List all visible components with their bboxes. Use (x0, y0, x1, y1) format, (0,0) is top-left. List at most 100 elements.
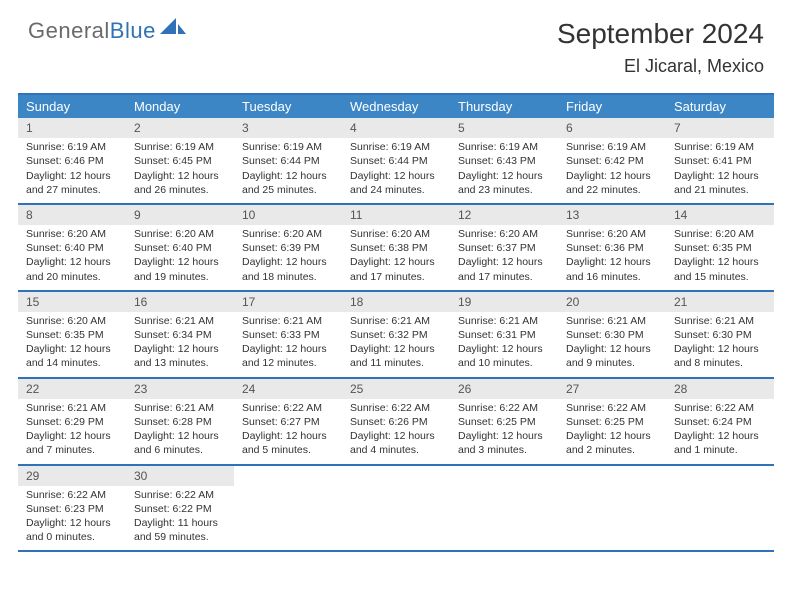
day-line-d1: Daylight: 12 hours (674, 255, 768, 269)
day-line-d2: and 21 minutes. (674, 183, 768, 197)
day-line-d2: and 9 minutes. (566, 356, 660, 370)
day-number: 1 (18, 118, 126, 138)
day-cell-blank (342, 466, 450, 551)
day-body: Sunrise: 6:19 AMSunset: 6:45 PMDaylight:… (126, 138, 234, 203)
day-body: Sunrise: 6:20 AMSunset: 6:39 PMDaylight:… (234, 225, 342, 290)
brand-logo: GeneralBlue (28, 18, 186, 44)
day-line-ss: Sunset: 6:42 PM (566, 154, 660, 168)
day-line-d2: and 19 minutes. (134, 270, 228, 284)
day-line-sr: Sunrise: 6:19 AM (26, 140, 120, 154)
day-number: 7 (666, 118, 774, 138)
day-line-sr: Sunrise: 6:19 AM (350, 140, 444, 154)
day-number (558, 466, 666, 486)
day-line-d2: and 13 minutes. (134, 356, 228, 370)
day-line-d1: Daylight: 12 hours (674, 342, 768, 356)
day-line-d1: Daylight: 12 hours (458, 429, 552, 443)
brand-general: General (28, 18, 110, 43)
day-body: Sunrise: 6:22 AMSunset: 6:26 PMDaylight:… (342, 399, 450, 464)
day-line-ss: Sunset: 6:43 PM (458, 154, 552, 168)
day-line-d2: and 59 minutes. (134, 530, 228, 544)
day-cell: 19Sunrise: 6:21 AMSunset: 6:31 PMDayligh… (450, 292, 558, 377)
day-line-ss: Sunset: 6:46 PM (26, 154, 120, 168)
day-body: Sunrise: 6:22 AMSunset: 6:25 PMDaylight:… (558, 399, 666, 464)
day-line-d2: and 11 minutes. (350, 356, 444, 370)
day-line-sr: Sunrise: 6:19 AM (458, 140, 552, 154)
day-line-ss: Sunset: 6:35 PM (26, 328, 120, 342)
brand-blue: Blue (110, 18, 156, 43)
week-row: 1Sunrise: 6:19 AMSunset: 6:46 PMDaylight… (18, 118, 774, 205)
day-body: Sunrise: 6:21 AMSunset: 6:34 PMDaylight:… (126, 312, 234, 377)
day-body: Sunrise: 6:22 AMSunset: 6:25 PMDaylight:… (450, 399, 558, 464)
day-number: 24 (234, 379, 342, 399)
day-body: Sunrise: 6:21 AMSunset: 6:32 PMDaylight:… (342, 312, 450, 377)
day-line-ss: Sunset: 6:29 PM (26, 415, 120, 429)
day-cell: 3Sunrise: 6:19 AMSunset: 6:44 PMDaylight… (234, 118, 342, 203)
day-body: Sunrise: 6:20 AMSunset: 6:35 PMDaylight:… (18, 312, 126, 377)
day-number: 13 (558, 205, 666, 225)
day-line-ss: Sunset: 6:36 PM (566, 241, 660, 255)
day-number: 28 (666, 379, 774, 399)
day-line-d1: Daylight: 12 hours (350, 342, 444, 356)
day-body: Sunrise: 6:20 AMSunset: 6:40 PMDaylight:… (18, 225, 126, 290)
day-line-d1: Daylight: 12 hours (26, 342, 120, 356)
day-number: 3 (234, 118, 342, 138)
day-line-ss: Sunset: 6:40 PM (134, 241, 228, 255)
day-line-d2: and 25 minutes. (242, 183, 336, 197)
day-line-sr: Sunrise: 6:20 AM (26, 314, 120, 328)
day-body: Sunrise: 6:22 AMSunset: 6:27 PMDaylight:… (234, 399, 342, 464)
day-number: 6 (558, 118, 666, 138)
day-number: 17 (234, 292, 342, 312)
day-cell: 22Sunrise: 6:21 AMSunset: 6:29 PMDayligh… (18, 379, 126, 464)
day-line-d2: and 12 minutes. (242, 356, 336, 370)
day-cell: 15Sunrise: 6:20 AMSunset: 6:35 PMDayligh… (18, 292, 126, 377)
day-line-sr: Sunrise: 6:20 AM (350, 227, 444, 241)
day-cell: 14Sunrise: 6:20 AMSunset: 6:35 PMDayligh… (666, 205, 774, 290)
day-body: Sunrise: 6:19 AMSunset: 6:44 PMDaylight:… (342, 138, 450, 203)
day-number: 26 (450, 379, 558, 399)
day-number (666, 466, 774, 486)
day-line-ss: Sunset: 6:38 PM (350, 241, 444, 255)
day-line-d2: and 18 minutes. (242, 270, 336, 284)
week-row: 8Sunrise: 6:20 AMSunset: 6:40 PMDaylight… (18, 205, 774, 292)
day-line-ss: Sunset: 6:34 PM (134, 328, 228, 342)
day-line-d1: Daylight: 12 hours (242, 429, 336, 443)
day-line-sr: Sunrise: 6:22 AM (134, 488, 228, 502)
day-line-d1: Daylight: 11 hours (134, 516, 228, 530)
day-cell: 8Sunrise: 6:20 AMSunset: 6:40 PMDaylight… (18, 205, 126, 290)
day-cell: 10Sunrise: 6:20 AMSunset: 6:39 PMDayligh… (234, 205, 342, 290)
day-line-ss: Sunset: 6:40 PM (26, 241, 120, 255)
day-cell: 5Sunrise: 6:19 AMSunset: 6:43 PMDaylight… (450, 118, 558, 203)
day-number: 14 (666, 205, 774, 225)
day-body (342, 486, 450, 546)
day-body (450, 486, 558, 546)
day-body: Sunrise: 6:21 AMSunset: 6:31 PMDaylight:… (450, 312, 558, 377)
calendar: SundayMondayTuesdayWednesdayThursdayFrid… (18, 93, 774, 552)
day-line-d2: and 20 minutes. (26, 270, 120, 284)
day-line-sr: Sunrise: 6:21 AM (134, 401, 228, 415)
day-number: 23 (126, 379, 234, 399)
day-number: 15 (18, 292, 126, 312)
day-line-ss: Sunset: 6:44 PM (350, 154, 444, 168)
day-line-sr: Sunrise: 6:19 AM (242, 140, 336, 154)
day-line-sr: Sunrise: 6:19 AM (674, 140, 768, 154)
day-line-d1: Daylight: 12 hours (26, 255, 120, 269)
day-cell: 7Sunrise: 6:19 AMSunset: 6:41 PMDaylight… (666, 118, 774, 203)
day-body: Sunrise: 6:20 AMSunset: 6:40 PMDaylight:… (126, 225, 234, 290)
day-cell: 23Sunrise: 6:21 AMSunset: 6:28 PMDayligh… (126, 379, 234, 464)
day-number: 25 (342, 379, 450, 399)
day-body (558, 486, 666, 546)
day-line-sr: Sunrise: 6:21 AM (350, 314, 444, 328)
brand-sail-icon (160, 18, 186, 43)
day-line-ss: Sunset: 6:28 PM (134, 415, 228, 429)
day-cell: 2Sunrise: 6:19 AMSunset: 6:45 PMDaylight… (126, 118, 234, 203)
day-cell: 27Sunrise: 6:22 AMSunset: 6:25 PMDayligh… (558, 379, 666, 464)
day-line-d1: Daylight: 12 hours (566, 342, 660, 356)
day-line-sr: Sunrise: 6:20 AM (458, 227, 552, 241)
day-line-ss: Sunset: 6:33 PM (242, 328, 336, 342)
day-line-sr: Sunrise: 6:22 AM (242, 401, 336, 415)
day-number (234, 466, 342, 486)
day-number: 29 (18, 466, 126, 486)
day-line-d2: and 3 minutes. (458, 443, 552, 457)
day-line-sr: Sunrise: 6:22 AM (674, 401, 768, 415)
day-line-ss: Sunset: 6:32 PM (350, 328, 444, 342)
